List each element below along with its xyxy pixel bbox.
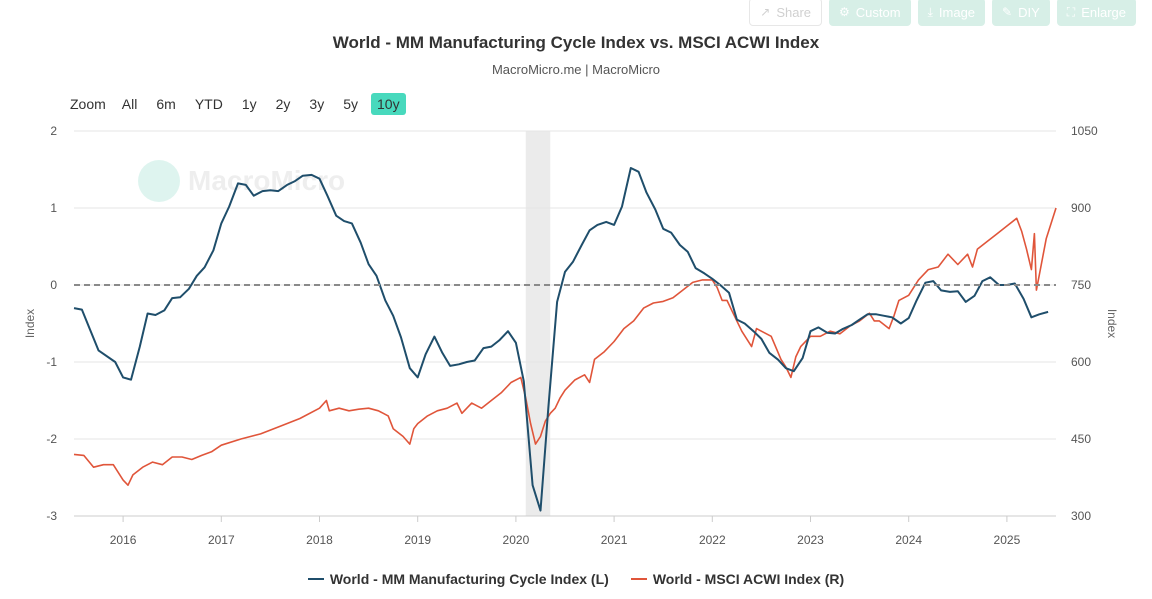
y-right-tick-label: 600 [1071, 355, 1091, 369]
legend: World - MM Manufacturing Cycle Index (L)… [0, 571, 1152, 587]
chart-title: World - MM Manufacturing Cycle Index vs.… [332, 33, 820, 52]
y-right-tick-label: 900 [1071, 201, 1091, 215]
diy-button[interactable]: ✎ DIY [992, 0, 1050, 26]
x-tick-label: 2025 [994, 533, 1021, 547]
range-button-1y[interactable]: 1y [241, 96, 257, 112]
chart-subtitle: MacroMicro.me | MacroMicro [491, 62, 661, 77]
share-label: Share [776, 4, 812, 20]
y-left-axis-title: Index [23, 309, 37, 338]
x-tick-label: 2024 [895, 533, 922, 547]
range-button-ytd[interactable]: YTD [194, 96, 223, 112]
zoom-label: Zoom [70, 96, 106, 112]
legend-label-mfg: World - MM Manufacturing Cycle Index (L) [329, 571, 609, 587]
range-selector: Zoom All 6m YTD 1y 2y 3y 5y 10y [70, 93, 413, 115]
y-left-tick-label: 0 [50, 278, 57, 292]
image-label: Image [938, 4, 976, 20]
image-button[interactable]: ⤓ Image [917, 0, 986, 26]
legend-item-mfg[interactable]: World - MM Manufacturing Cycle Index (L) [307, 571, 609, 587]
legend-label-acwi: World - MSCI ACWI Index (R) [652, 571, 845, 587]
download-icon: ⤓ [927, 5, 933, 19]
x-tick-label: 2017 [208, 533, 235, 547]
x-tick-label: 2022 [699, 533, 726, 547]
series-line-acwi [73, 207, 1057, 486]
gear-icon: ⚙ [839, 5, 850, 19]
expand-icon: ⛶ [1066, 5, 1076, 19]
y-left-tick-label: -2 [46, 432, 57, 446]
enlarge-button[interactable]: ⛶ Enlarge [1056, 0, 1136, 26]
custom-label: Custom [855, 4, 901, 20]
custom-button[interactable]: ⚙ Custom [829, 0, 911, 26]
y-left-tick-label: 2 [50, 124, 57, 138]
x-tick-label: 2023 [797, 533, 824, 547]
enlarge-label: Enlarge [1081, 4, 1126, 20]
range-button-2y[interactable]: 2y [275, 96, 291, 112]
legend-swatch-mfg [307, 578, 324, 580]
x-tick-label: 2021 [601, 533, 628, 547]
pencil-icon: ✎ [1002, 5, 1013, 19]
x-tick-label: 2018 [306, 533, 333, 547]
y-right-tick-label: 300 [1071, 509, 1091, 523]
series-line-mfg [73, 167, 1049, 512]
legend-item-acwi[interactable]: World - MSCI ACWI Index (R) [630, 571, 845, 587]
y-left-tick-label: -3 [46, 509, 57, 523]
y-right-axis-title: Index [1105, 309, 1119, 338]
y-right-tick-label: 450 [1071, 432, 1091, 446]
share-icon: ↗ [760, 5, 771, 19]
share-button[interactable]: ↗ Share [749, 0, 823, 26]
y-left-tick-label: 1 [50, 201, 57, 215]
y-left-tick-label: -1 [46, 355, 57, 369]
y-right-tick-label: 750 [1071, 278, 1091, 292]
y-right-tick-label: 1050 [1071, 124, 1098, 138]
x-tick-label: 2019 [404, 533, 431, 547]
range-button-all[interactable]: All [121, 96, 138, 112]
chart-toolbar: ↗ Share ⚙ Custom ⤓ Image ✎ DIY ⛶ Enlarge [749, 0, 1136, 26]
range-button-6m[interactable]: 6m [156, 96, 176, 112]
x-tick-label: 2020 [503, 533, 530, 547]
legend-swatch-acwi [630, 578, 647, 580]
range-button-5y[interactable]: 5y [343, 96, 358, 112]
x-tick-label: 2016 [110, 533, 137, 547]
range-button-3y[interactable]: 3y [309, 96, 325, 112]
range-button-10y[interactable]: 10y [371, 93, 406, 115]
diy-label: DIY [1018, 4, 1040, 20]
